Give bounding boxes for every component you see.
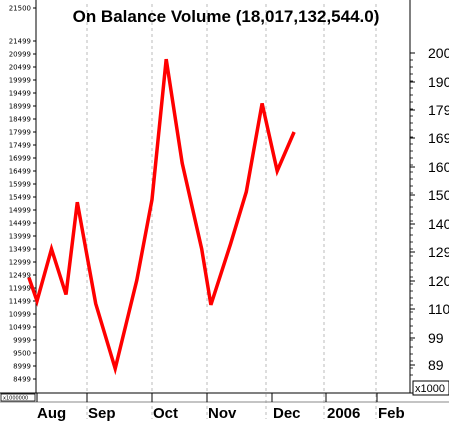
x-axis: Aug Sep Oct Nov Dec 2006 Feb	[36, 393, 405, 422]
left-tick-label: 17999	[9, 129, 31, 137]
right-tick-label: 140	[428, 216, 449, 232]
right-tick-label: 89	[428, 357, 444, 373]
right-tick-label: 150	[428, 187, 449, 203]
left-tick-label: 18499	[9, 116, 31, 124]
x-tick-label: Sep	[88, 405, 116, 422]
left-tick-label: 12999	[9, 259, 31, 267]
right-tick-label: 160	[428, 159, 449, 175]
x-tick-label: Oct	[153, 405, 178, 422]
left-tick-label: 19999	[9, 77, 31, 85]
left-tick-label: 9500	[13, 349, 31, 357]
x-tick-label: Feb	[378, 405, 405, 422]
left-tick-label: 20999	[9, 51, 31, 59]
left-tick-label: 20499	[9, 64, 31, 72]
right-tick-label: 169	[428, 130, 449, 146]
left-tick-label: 8499	[13, 376, 31, 384]
left-tick-label: 11999	[9, 285, 31, 293]
right-multiplier-label: x1000	[415, 383, 445, 395]
left-tick-label: 21500	[9, 5, 31, 13]
right-axis: 89 99 110 120 129 140 150 160 169 179 190 200 x1000	[410, 45, 449, 396]
right-tick-label: 99	[428, 330, 444, 346]
left-multiplier-box	[0, 393, 36, 402]
x-tick-label: Nov	[208, 405, 237, 422]
series-layer	[27, 58, 296, 376]
left-tick-label: 13499	[9, 246, 31, 254]
x-tick-label: Dec	[273, 405, 301, 422]
right-tick-label: 200	[428, 45, 449, 61]
x-tick-label: Aug	[37, 405, 66, 422]
left-tick-label: 13999	[9, 233, 31, 241]
x-tick-label: 2006	[327, 405, 360, 422]
left-tick-label: 11499	[9, 298, 31, 306]
left-tick-label: 21499	[9, 38, 31, 46]
left-tick-label: 17499	[9, 142, 31, 150]
right-multiplier-box	[412, 380, 449, 396]
right-tick-label: 129	[428, 244, 449, 260]
left-tick-label: 16999	[9, 155, 31, 163]
left-tick-label: 12499	[9, 272, 31, 280]
left-tick-label: 15499	[9, 194, 31, 202]
left-axis: 8499 8999 9500 9999 10499 10999 11499 11999 1249…	[0, 5, 36, 402]
right-tick-label: 110	[428, 301, 449, 317]
left-tick-label: 10499	[9, 324, 31, 332]
left-tick-label: 14999	[9, 207, 31, 215]
left-tick-label: 8999	[13, 363, 31, 371]
right-tick-label: 179	[428, 102, 449, 118]
left-multiplier-label: x1000000	[3, 396, 28, 402]
chart-title: On Balance Volume (18,017,132,544.0)	[73, 7, 380, 26]
left-tick-label: 19499	[9, 90, 31, 98]
right-tick-label: 190	[428, 74, 449, 90]
left-tick-label: 10999	[9, 311, 31, 319]
series-line	[27, 58, 296, 376]
left-tick-label: 15999	[9, 181, 31, 189]
right-tick-label: 120	[428, 273, 449, 289]
left-tick-label: 9999	[13, 337, 31, 345]
left-tick-label: 14499	[9, 220, 31, 228]
left-tick-label: 16499	[9, 168, 31, 176]
left-tick-label: 18999	[9, 103, 31, 111]
